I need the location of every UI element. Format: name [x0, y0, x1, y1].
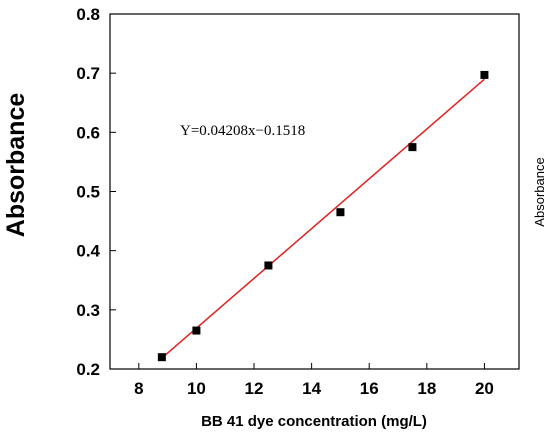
y-tick-label: 0.7 — [76, 64, 100, 83]
y-tick-label: 0.6 — [76, 123, 100, 142]
ticks-layer: 8 10 12 14 16 18 20 0.2 0.3 0.4 0.5 0.6 0.7 0.8 — [76, 5, 494, 398]
y-tick-label: 0.2 — [76, 360, 100, 379]
y-tick-label: 0.3 — [76, 301, 100, 320]
fit-layer — [161, 78, 485, 359]
data-point — [157, 353, 166, 362]
data-point — [408, 143, 417, 152]
x-tick-label: 16 — [360, 379, 379, 398]
x-tick-label: 8 — [134, 379, 143, 398]
x-tick-label: 12 — [245, 379, 264, 398]
y-tick-label: 0.5 — [76, 183, 100, 202]
data-point — [264, 261, 273, 270]
x-tick-label: 18 — [417, 379, 436, 398]
fit-equation-label: Y=0.04208x−0.1518 — [180, 123, 305, 139]
x-tick-label: 14 — [302, 379, 321, 398]
data-point — [336, 208, 345, 217]
x-axis-title: BB 41 dye concentration (mg/L) — [201, 413, 427, 430]
data-point — [192, 326, 201, 335]
y-tick-label: 0.8 — [76, 5, 100, 24]
plot-frame — [109, 13, 520, 370]
y-tick-label: 0.4 — [76, 242, 100, 261]
y-axis-title: Absorbance — [2, 93, 30, 238]
fit-line — [161, 78, 485, 359]
side-label: Absorbance — [532, 157, 547, 226]
x-tick-label: 10 — [187, 379, 206, 398]
points-layer — [157, 70, 489, 362]
data-point — [480, 70, 489, 79]
x-tick-label: 20 — [475, 379, 494, 398]
